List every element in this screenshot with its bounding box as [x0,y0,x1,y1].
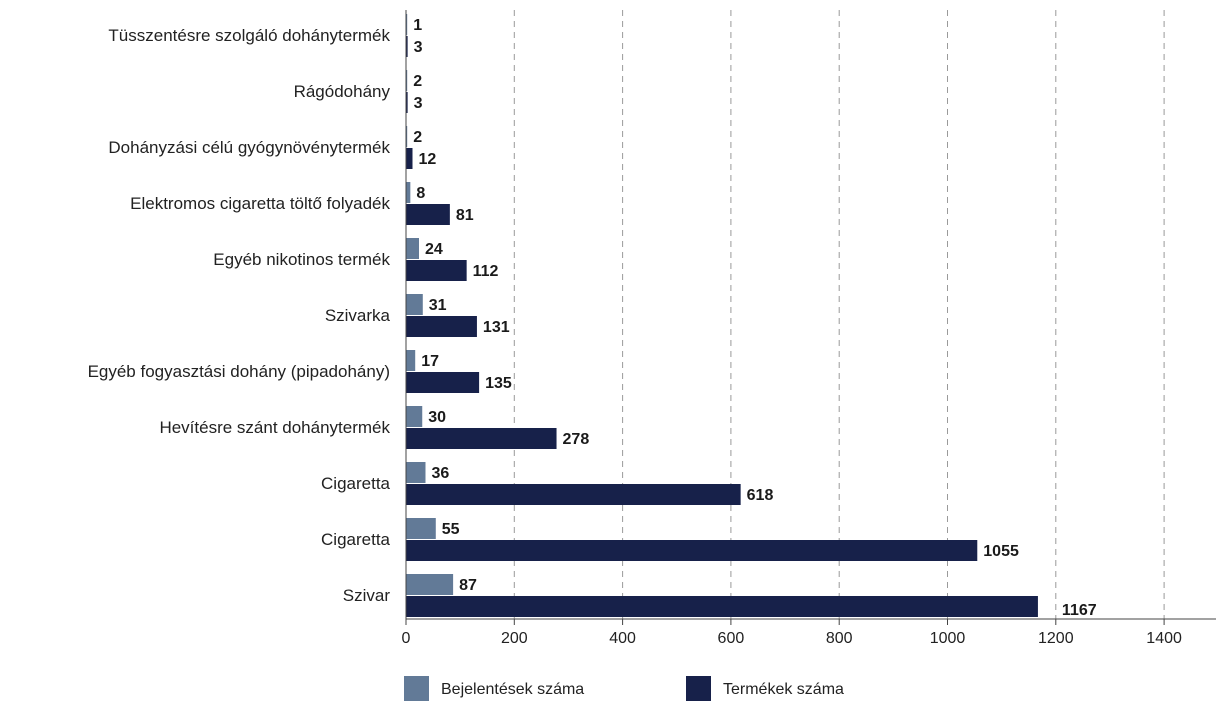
value-label-bejelentesek: 36 [431,465,449,482]
value-label-termekek: 3 [414,39,423,56]
value-label-bejelentesek: 30 [428,409,446,426]
bar-bejelentesek [406,70,408,91]
bar-termekek [406,540,978,561]
value-label-bejelentesek: 2 [413,73,422,90]
value-label-bejelentesek: 17 [421,353,439,370]
category-label: Egyéb nikotinos termék [213,250,390,269]
value-label-termekek: 3 [414,95,423,112]
bar-bejelentesek [406,518,436,539]
x-tick-label: 1400 [1146,630,1182,647]
category-labels: Tüsszentésre szolgáló dohánytermék Rágódo… [88,26,391,605]
category-label: Szivar [343,586,391,605]
bar-bejelentesek [406,182,411,203]
legend-label-termekek: Termékek száma [723,681,844,698]
x-tick-label: 400 [609,630,636,647]
legend-swatch-bejelentesek [404,676,429,701]
value-label-bejelentesek: 31 [429,297,447,314]
value-label-termekek: 278 [563,431,590,448]
bar-termekek [406,260,467,281]
x-tick-label: 200 [501,630,528,647]
value-label-termekek: 618 [747,487,774,504]
bar-bejelentesek [406,14,408,35]
bar-termekek [406,316,477,337]
value-label-termekek: 12 [418,151,436,168]
x-tick-label: 600 [718,630,745,647]
value-label-bejelentesek: 87 [459,577,477,594]
bar-bejelentesek [406,462,426,483]
bar-bejelentesek [406,350,416,371]
x-tick-label: 1200 [1038,630,1074,647]
category-label: Tüsszentésre szolgáló dohánytermék [108,26,390,45]
category-label: Elektromos cigaretta töltő folyadék [130,194,390,213]
value-label-termekek: 112 [473,263,499,280]
value-label-termekek: 1055 [983,543,1019,560]
bar-bejelentesek [406,406,423,427]
value-label-bejelentesek: 24 [425,241,443,258]
bar-termekek [406,428,557,449]
gridlines [513,10,1165,619]
bar-termekek [406,596,1038,617]
category-label: Rágódohány [294,82,391,101]
bar-termekek [406,372,480,393]
x-tick-label: 0 [402,630,411,647]
bar-termekek [406,484,741,505]
bar-termekek [406,92,408,113]
value-label-termekek: 135 [485,375,512,392]
value-label-termekek: 81 [456,207,474,224]
bar-bejelentesek [406,294,423,315]
bar-bejelentesek [406,238,419,259]
bar-bejelentesek [406,574,454,595]
value-label-termekek: 1167 [1062,602,1097,619]
value-label-bejelentesek: 8 [416,185,425,202]
category-label: Dohányzási célú gyógynövénytermék [108,138,390,157]
category-label: Hevítésre szánt dohánytermék [159,418,390,437]
value-label-bejelentesek: 55 [442,521,460,538]
category-label: Cigaretta [321,530,391,549]
category-label: Cigaretta [321,474,391,493]
bar-termekek [406,204,450,225]
legend-label-bejelentesek: Bejelentések száma [441,681,584,698]
value-label-bejelentesek: 1 [413,17,422,34]
x-tick-label: 1000 [930,630,966,647]
x-axis: 0 200 400 600 800 1000 1200 1400 [402,10,1216,647]
legend-swatch-termekek [686,676,711,701]
category-label: Szivarka [325,306,391,325]
bar-termekek [406,148,413,169]
bars: 1 3 2 3 2 12 8 81 24 112 31 131 17 135 30 278 36 618 55 105… [406,14,1097,619]
legend: Bejelentések száma Termékek száma [404,676,844,701]
category-label: Egyéb fogyasztási dohány (pipadohány) [88,362,390,381]
value-label-termekek: 131 [483,319,510,336]
bar-termekek [406,36,408,57]
x-tick-label: 800 [826,630,853,647]
value-label-bejelentesek: 2 [413,129,422,146]
bar-bejelentesek [406,126,408,147]
